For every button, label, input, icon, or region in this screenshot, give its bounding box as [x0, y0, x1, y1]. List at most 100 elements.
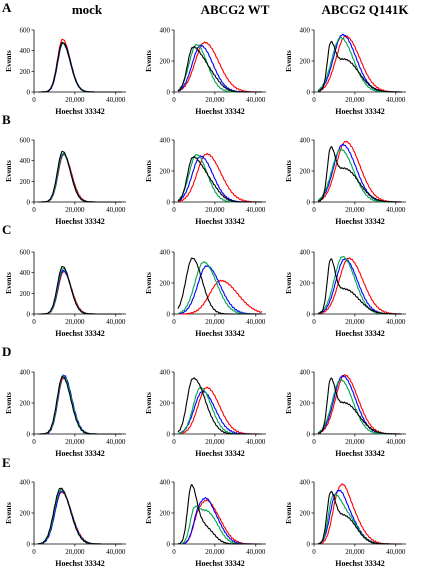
y-tick-label: 0	[307, 431, 311, 439]
y-axis-label: Events	[4, 502, 13, 524]
x-tick-label: 0	[32, 318, 36, 326]
series-line	[177, 390, 262, 435]
series-line	[317, 40, 402, 93]
y-tick-label: 0	[307, 199, 311, 207]
y-tick-label: 200	[300, 280, 311, 288]
x-tick-label: 40,000	[106, 438, 126, 446]
y-tick-label: 0	[27, 89, 31, 97]
histogram-panel-d-mock: 0 200 400 0 20,000 40,000 Hoechst 33342 Events	[4, 362, 140, 462]
series-line	[38, 265, 122, 315]
series-line	[38, 42, 122, 93]
series-line	[177, 386, 262, 435]
series-line	[37, 487, 122, 545]
series-line	[38, 152, 122, 203]
histogram-panel-c-mock: 0 200 400 600 0 20,000 40,000 Hoechst 33342 Even…	[4, 242, 140, 342]
x-tick-label: 0	[172, 548, 176, 556]
y-tick-label: 400	[300, 27, 311, 35]
y-tick-label: 200	[160, 58, 171, 66]
x-tick-label: 0	[172, 206, 176, 214]
x-tick-label: 0	[172, 438, 176, 446]
y-axis-label: Events	[284, 502, 293, 524]
series-line	[38, 271, 122, 315]
series-line	[177, 484, 262, 545]
y-tick-label: 200	[160, 168, 171, 176]
series-line	[178, 505, 262, 545]
series-line	[38, 150, 122, 203]
histogram-panel-d-wt: 0 200 400 0 20,000 40,000 Hoechst 33342 Events	[144, 362, 280, 462]
row-letter-e: E	[2, 455, 11, 470]
figure: mock ABCG2 WT ABCG2 Q141K A B C D E 0 200…	[2, 0, 409, 568]
x-tick-label: 40,000	[386, 318, 406, 326]
series-line	[317, 146, 402, 203]
series-line	[317, 258, 402, 315]
series-line	[177, 155, 262, 203]
x-tick-label: 0	[172, 318, 176, 326]
row-letter-d: D	[2, 344, 12, 359]
x-tick-label: 20,000	[205, 318, 225, 326]
x-axis-label: Hoechst 33342	[195, 449, 245, 458]
series-line	[317, 257, 402, 315]
y-tick-label: 0	[27, 311, 31, 319]
series-line	[38, 374, 122, 435]
series-line	[38, 41, 122, 93]
y-tick-label: 0	[167, 431, 171, 439]
y-axis-label: Events	[144, 392, 153, 414]
y-axis-label: Events	[4, 272, 13, 294]
series-line	[317, 374, 402, 435]
x-axis-label: Hoechst 33342	[335, 107, 385, 116]
histogram-panel-c-wt: 0 200 400 0 20,000 40,000 Hoechst 33342 Events	[144, 242, 280, 342]
x-axis-label: Hoechst 33342	[55, 449, 105, 458]
x-tick-label: 20,000	[345, 96, 365, 104]
x-tick-label: 20,000	[65, 548, 85, 556]
x-axis-label: Hoechst 33342	[195, 559, 245, 568]
y-tick-label: 400	[160, 369, 171, 377]
series-line	[317, 490, 402, 545]
y-axis-label: Events	[284, 160, 293, 182]
x-axis-label: Hoechst 33342	[195, 107, 245, 116]
x-tick-label: 0	[172, 96, 176, 104]
y-tick-label: 200	[300, 510, 311, 518]
y-axis-label: Events	[144, 272, 153, 294]
y-tick-label: 600	[20, 137, 31, 145]
x-tick-label: 20,000	[345, 438, 365, 446]
y-tick-label: 200	[20, 178, 31, 186]
series-line	[38, 153, 122, 203]
y-tick-label: 200	[300, 58, 311, 66]
x-tick-label: 20,000	[205, 206, 225, 214]
series-line	[317, 36, 402, 93]
column-title-wt: ABCG2 WT	[200, 2, 270, 17]
y-tick-label: 400	[20, 47, 31, 55]
x-tick-label: 20,000	[345, 206, 365, 214]
histogram-panel-e-wt: 0 200 400 0 20,000 40,000 Hoechst 33342 Events	[144, 472, 280, 572]
series-line	[317, 148, 402, 203]
y-tick-label: 400	[160, 27, 171, 35]
column-title-q141k: ABCG2 Q141K	[321, 2, 409, 17]
series-line	[38, 153, 122, 203]
y-tick-label: 400	[300, 249, 311, 257]
y-axis-label: Events	[284, 50, 293, 72]
x-axis-label: Hoechst 33342	[55, 107, 105, 116]
histogram-panel-a-mock: 0 200 400 600 0 20,000 40,000 Hoechst 33342 Even…	[4, 20, 140, 120]
x-tick-label: 0	[312, 548, 316, 556]
series-line	[38, 42, 122, 93]
x-tick-label: 40,000	[386, 438, 406, 446]
histogram-panel-b-mock: 0 200 400 600 0 20,000 40,000 Hoechst 33342 Even…	[4, 130, 140, 230]
x-tick-label: 0	[32, 438, 36, 446]
y-tick-label: 400	[300, 137, 311, 145]
y-tick-label: 400	[300, 369, 311, 377]
x-tick-label: 20,000	[65, 206, 85, 214]
x-tick-label: 0	[312, 318, 316, 326]
row-letter-b: B	[2, 112, 11, 127]
y-tick-label: 400	[160, 479, 171, 487]
x-tick-label: 0	[312, 96, 316, 104]
x-tick-label: 0	[32, 96, 36, 104]
x-axis-label: Hoechst 33342	[55, 217, 105, 226]
y-tick-label: 200	[300, 168, 311, 176]
histogram-panel-e-mock: 0 200 400 0 20,000 40,000 Hoechst 33342 Events	[4, 472, 140, 572]
